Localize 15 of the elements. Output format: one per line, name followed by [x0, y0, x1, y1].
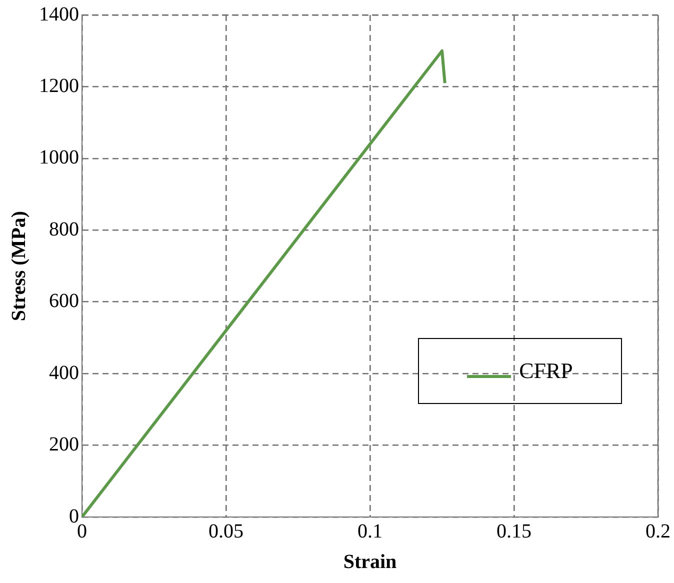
y-axis-title: Stress (MPa): [8, 210, 30, 322]
y-tick-label: 400: [49, 362, 79, 384]
x-tick-label: 0.05: [208, 520, 244, 542]
y-tick-label: 0: [69, 505, 79, 528]
x-tick-label: 0.2: [646, 520, 670, 542]
x-tick-label: 0.1: [358, 520, 382, 542]
y-tick-label: 1000: [39, 146, 79, 169]
legend-label: CFRP: [518, 358, 573, 384]
x-axis-title: Strain: [343, 551, 397, 574]
x-tick-label: 0.15: [496, 520, 532, 542]
y-tick-label: 200: [49, 434, 79, 456]
y-tick-label: 800: [49, 218, 79, 240]
y-tick-label: 1200: [39, 74, 79, 97]
y-tick-label: 600: [49, 290, 79, 312]
y-tick-label: 1400: [39, 3, 79, 26]
